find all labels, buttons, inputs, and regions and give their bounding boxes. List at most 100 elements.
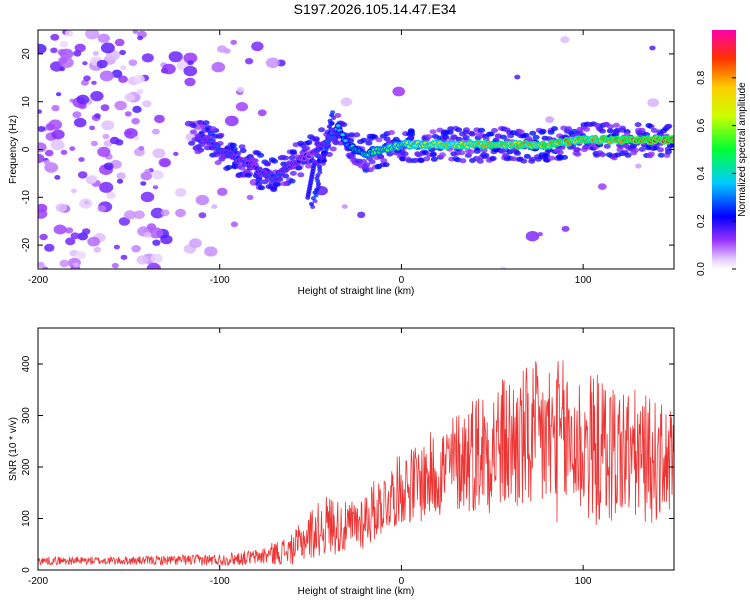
noise-blob bbox=[50, 47, 58, 54]
noise-blob bbox=[76, 94, 90, 105]
halo-blob bbox=[238, 144, 246, 150]
heatmap-cells bbox=[38, 30, 674, 269]
noise-blob bbox=[120, 254, 128, 260]
halo-blob bbox=[407, 135, 415, 141]
halo-blob bbox=[473, 148, 481, 154]
halo-blob bbox=[430, 156, 438, 162]
y-tick-label: 20 bbox=[21, 48, 32, 60]
halo-blob bbox=[476, 158, 484, 164]
y-axis-label: Frequency (Hz) bbox=[8, 115, 19, 184]
noise-blob bbox=[230, 39, 237, 45]
noise-blob bbox=[118, 75, 128, 83]
noise-blob bbox=[64, 30, 74, 37]
halo-blob bbox=[214, 160, 222, 166]
halo-blob bbox=[657, 152, 665, 158]
streak-blob bbox=[321, 150, 327, 155]
halo-blob bbox=[548, 155, 556, 161]
noise-blob bbox=[94, 113, 101, 119]
halo-blob bbox=[634, 122, 642, 128]
halo-blob bbox=[408, 131, 416, 137]
noise-blob bbox=[60, 149, 68, 155]
halo-blob bbox=[605, 152, 613, 158]
colorbar-tick-label: 0.2 bbox=[696, 214, 707, 228]
noise-blob bbox=[59, 40, 69, 48]
noise-blob bbox=[97, 33, 111, 43]
halo-blob bbox=[263, 161, 271, 167]
noise-blob bbox=[38, 43, 47, 54]
halo-blob bbox=[616, 147, 624, 153]
noise-blob bbox=[69, 146, 76, 151]
halo-blob bbox=[312, 136, 320, 142]
noise-blob bbox=[132, 30, 139, 34]
streak-blob bbox=[327, 118, 333, 123]
snr-plot: -200 -100 0 100 0 100 200 300 400 Height of strai… bbox=[8, 327, 675, 597]
ridge-core bbox=[671, 138, 674, 142]
noise-blob bbox=[265, 57, 280, 69]
noise-blob bbox=[341, 204, 348, 209]
colorbar: 0.0 0.2 0.4 0.6 0.8 Normalized spectral ampli… bbox=[696, 30, 748, 276]
noise-blob bbox=[44, 243, 55, 252]
noise-blob bbox=[175, 208, 186, 218]
halo-blob bbox=[365, 140, 373, 146]
noise-blob bbox=[128, 59, 138, 66]
y-tick-label: -20 bbox=[21, 237, 32, 252]
noise-blob bbox=[133, 74, 145, 84]
noise-blob bbox=[42, 266, 48, 269]
noise-blob bbox=[50, 139, 65, 151]
noise-blob bbox=[131, 245, 141, 253]
noise-blob bbox=[140, 191, 155, 203]
noise-blob bbox=[79, 198, 93, 209]
noise-blob bbox=[124, 210, 136, 220]
noise-blob bbox=[224, 115, 239, 127]
halo-blob bbox=[458, 150, 466, 156]
noise-blob bbox=[162, 63, 176, 75]
noise-blob bbox=[87, 236, 101, 247]
noise-blob bbox=[90, 140, 98, 147]
noise-blob bbox=[53, 224, 67, 235]
noise-blob bbox=[100, 104, 110, 112]
halo-blob bbox=[331, 138, 339, 144]
figure-title: S197.2026.105.14.47.E34 bbox=[293, 1, 457, 17]
noise-blob bbox=[150, 253, 163, 264]
noise-blob bbox=[173, 151, 179, 156]
ridge-core bbox=[328, 135, 334, 139]
noise-blob bbox=[51, 104, 60, 112]
halo-blob bbox=[669, 142, 674, 148]
halo-blob bbox=[574, 151, 582, 157]
halo-blob bbox=[194, 149, 202, 155]
noise-blob bbox=[38, 142, 47, 153]
halo-blob bbox=[239, 148, 247, 154]
halo-blob bbox=[542, 153, 550, 158]
noise-blob bbox=[116, 178, 124, 184]
noise-blob bbox=[143, 231, 152, 238]
halo-blob bbox=[190, 129, 197, 135]
halo-blob bbox=[273, 181, 281, 187]
halo-blob bbox=[467, 149, 475, 155]
colorbar-label: Normalized spectral amplitude bbox=[737, 82, 748, 217]
noise-blob bbox=[251, 41, 264, 52]
noise-blob bbox=[223, 48, 231, 54]
colorbar-gradient bbox=[712, 30, 736, 269]
ridge-core bbox=[215, 144, 220, 148]
noise-blob bbox=[97, 205, 107, 212]
noise-blob bbox=[74, 251, 86, 260]
noise-blob bbox=[99, 181, 114, 193]
noise-blob bbox=[217, 187, 228, 196]
noise-blob bbox=[184, 77, 196, 87]
y-tick-label: 400 bbox=[21, 355, 32, 372]
y-tick-label: 10 bbox=[21, 96, 32, 108]
streak-blob bbox=[309, 202, 314, 206]
noise-blob bbox=[152, 185, 159, 190]
halo-blob bbox=[459, 158, 467, 164]
halo-blob bbox=[529, 130, 537, 136]
noise-blob bbox=[43, 159, 51, 166]
snr-line bbox=[38, 360, 674, 567]
snr-series-group bbox=[38, 360, 674, 567]
noise-blob bbox=[77, 171, 88, 179]
halo-blob bbox=[399, 156, 407, 162]
halo-blob bbox=[514, 150, 521, 156]
halo-blob bbox=[494, 133, 502, 139]
noise-blob bbox=[113, 244, 120, 250]
